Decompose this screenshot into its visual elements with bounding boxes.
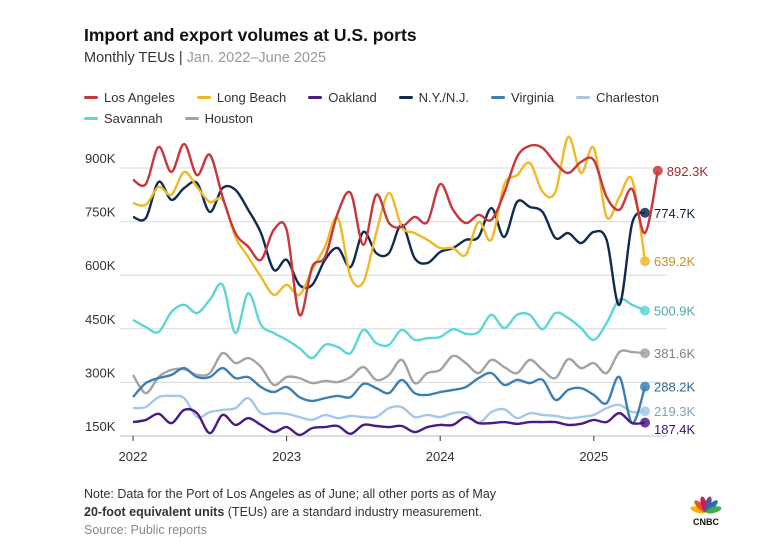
end-value-label: 219.3K <box>654 404 696 419</box>
y-tick-label: 300K <box>85 365 116 380</box>
legend-swatch <box>196 96 211 99</box>
subtitle-separator: | <box>174 50 187 66</box>
legend-label: Charleston <box>596 90 660 105</box>
legend-label: Savannah <box>104 111 163 126</box>
chart-title: Import and export volumes at U.S. ports <box>84 25 417 45</box>
legend-item: Virginia <box>491 90 554 105</box>
legend-swatch <box>576 96 591 99</box>
legend-item: Savannah <box>84 111 163 126</box>
series-line-houston <box>131 349 646 395</box>
legend: Los Angeles Long Beach Oakland N.Y./N.J. Vir… <box>84 87 704 129</box>
x-tick-label: 2025 <box>579 449 608 464</box>
legend-swatch <box>184 117 199 120</box>
end-value-label: 639.2K <box>654 254 696 269</box>
legend-label: Houston <box>204 111 253 126</box>
x-tick-label: 2024 <box>426 449 455 464</box>
end-value-label: 892.3K <box>667 164 709 179</box>
definition-rest: (TEUs) are a standard industry measureme… <box>224 505 483 519</box>
end-value-label: 500.9K <box>654 304 696 319</box>
y-tick-label: 900K <box>85 151 116 166</box>
series-line-oakland <box>132 407 646 437</box>
definition-note: 20-foot equivalent units (TEUs) are a st… <box>84 503 496 521</box>
end-point-marker <box>640 348 650 359</box>
legend-item: Charleston <box>576 90 659 105</box>
end-value-label: 288.2K <box>654 380 696 395</box>
legend-item: N.Y./N.J. <box>398 90 470 105</box>
series-line-los-angeles <box>132 142 659 317</box>
end-point-marker <box>640 406 650 417</box>
end-value-label: 187.4K <box>654 422 696 437</box>
series-line-savannah <box>132 282 646 360</box>
end-point-marker <box>640 207 650 218</box>
y-tick-label: 600K <box>85 258 116 273</box>
legend-label: Long Beach <box>216 90 287 105</box>
legend-label: N.Y./N.J. <box>418 90 470 105</box>
legend-label: Virginia <box>511 90 555 105</box>
y-tick-label: 750K <box>85 205 116 220</box>
legend-label: Los Angeles <box>104 90 175 105</box>
legend-item: Los Angeles <box>84 90 175 105</box>
legend-swatch <box>398 96 413 99</box>
legend-item: Houston <box>184 111 253 126</box>
data-note: Note: Data for the Port of Los Angeles a… <box>84 487 497 501</box>
legend-swatch <box>308 96 323 99</box>
series-line-charleston <box>132 394 646 425</box>
x-tick-label: 2022 <box>119 449 148 464</box>
legend-row: Savannah Houston <box>84 108 704 129</box>
chart-subtitle: Monthly TEUs | Jan. 2022–June 2025 <box>84 50 326 66</box>
source-note: Source: Public reports <box>84 523 207 537</box>
end-value-label: 381.6K <box>654 346 696 361</box>
subtitle-range: Jan. 2022–June 2025 <box>186 50 327 66</box>
end-point-marker <box>640 381 650 392</box>
x-tick-label: 2023 <box>272 449 301 464</box>
y-tick-label: 150K <box>85 419 116 434</box>
cnbc-logo: CNBC <box>684 496 728 531</box>
end-point-marker <box>640 256 650 267</box>
legend-swatch <box>84 96 98 99</box>
notes: Note: Data for the Port of Los Angeles a… <box>84 485 496 539</box>
legend-row: Los Angeles Long Beach Oakland N.Y./N.J. Vir… <box>84 87 704 108</box>
end-value-label: 774.7K <box>654 206 696 221</box>
legend-label: Oakland <box>328 90 377 105</box>
end-point-marker <box>640 305 650 316</box>
series-line-virginia <box>132 366 647 425</box>
legend-item: Oakland <box>308 90 377 105</box>
legend-swatch <box>491 96 506 99</box>
legend-item: Long Beach <box>196 90 287 105</box>
definition-bold: 20-foot equivalent units <box>84 505 225 519</box>
series-line-n-y-n-j- <box>132 180 646 307</box>
end-point-marker <box>652 165 663 176</box>
subtitle-main: Monthly TEUs <box>84 50 175 66</box>
legend-swatch <box>84 117 98 120</box>
end-point-marker <box>640 417 650 428</box>
y-tick-label: 450K <box>85 312 116 327</box>
logo-text: CNBC <box>693 517 719 526</box>
series-line-long-beach <box>132 135 647 297</box>
